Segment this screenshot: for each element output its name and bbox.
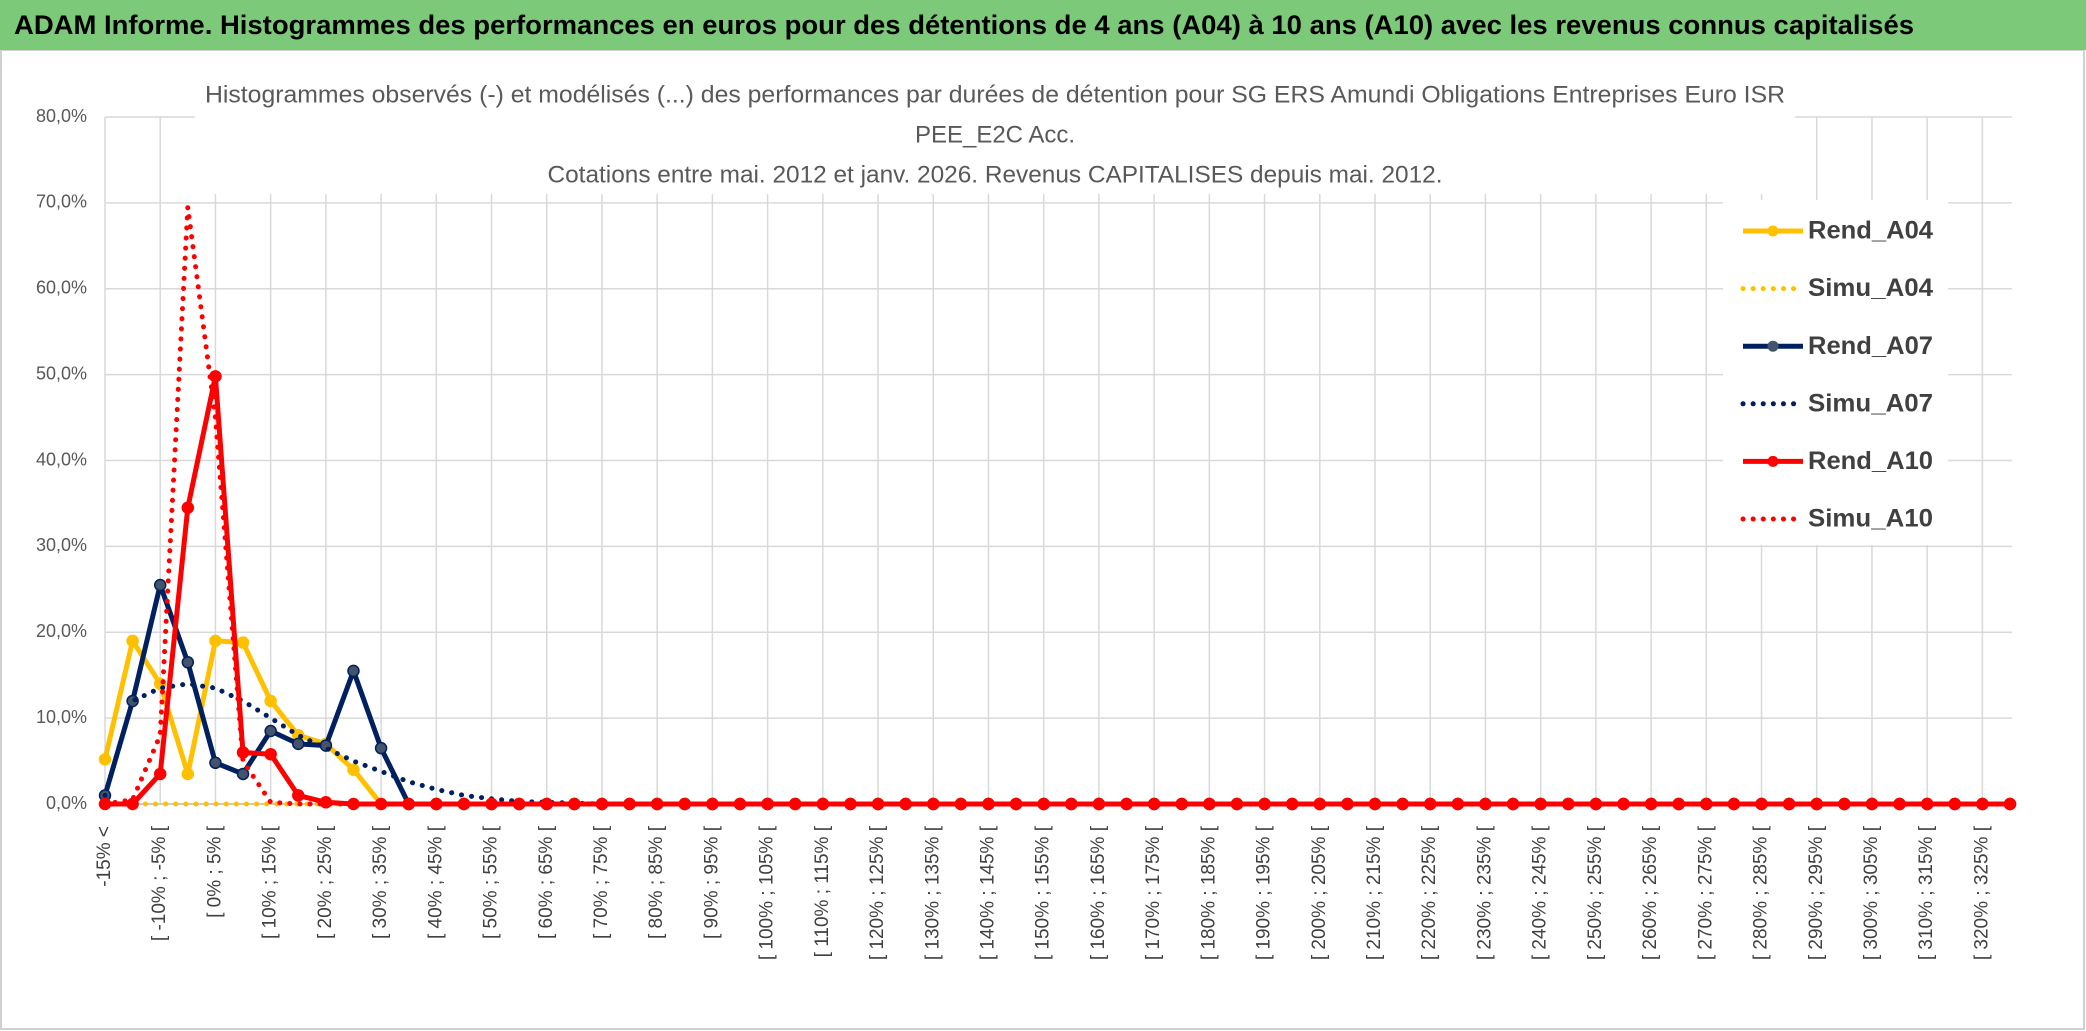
marker bbox=[264, 694, 277, 708]
header-title: ADAM Informe. Histogrammes des performan… bbox=[14, 10, 1914, 40]
x-tick-label: [ 150% ; 155% [ bbox=[1033, 825, 1054, 960]
x-tick-label: [ 180% ; 185% [ bbox=[1198, 825, 1219, 960]
marker bbox=[181, 501, 195, 514]
x-tick-label: [ 290% ; 295% [ bbox=[1806, 825, 1827, 960]
title-background bbox=[195, 78, 1795, 194]
x-tick-label: [ 120% ; 125% [ bbox=[867, 825, 888, 960]
x-tick-label: [ 70% ; 75% [ bbox=[591, 825, 612, 939]
marker bbox=[98, 753, 112, 766]
x-tick-label: -15% < bbox=[94, 826, 115, 887]
series-line bbox=[102, 204, 2013, 807]
x-tick-label: [ 220% ; 225% [ bbox=[1419, 825, 1440, 960]
marker bbox=[264, 724, 277, 738]
x-tick-label: [ 210% ; 215% [ bbox=[1364, 825, 1385, 960]
x-tick-label: [ 270% ; 275% [ bbox=[1695, 825, 1716, 960]
marker bbox=[181, 656, 195, 669]
x-tick-label: [ 50% ; 55% [ bbox=[481, 825, 502, 939]
x-tick-label: [ 90% ; 95% [ bbox=[701, 825, 722, 939]
marker bbox=[153, 578, 167, 592]
marker bbox=[347, 664, 360, 678]
x-tick-label: [ 80% ; 85% [ bbox=[646, 825, 667, 939]
marker bbox=[209, 756, 222, 770]
marker bbox=[126, 634, 139, 648]
x-tick-label: [ 10% ; 15% [ bbox=[260, 825, 281, 939]
marker bbox=[236, 636, 250, 649]
marker bbox=[292, 789, 305, 802]
marker bbox=[126, 797, 139, 811]
legend-label: Simu_A07 bbox=[1808, 389, 1933, 417]
chart-title: PEE_E2C Acc. bbox=[915, 121, 1075, 148]
x-tick-label: [ 0% ; 5% [ bbox=[204, 825, 225, 918]
header-bar bbox=[0, 0, 2086, 50]
x-tick-label: [ 230% ; 235% [ bbox=[1474, 825, 1495, 960]
x-tick-label: [ 190% ; 195% [ bbox=[1254, 825, 1275, 960]
y-tick-label: 70,0% bbox=[36, 192, 87, 212]
legend-background bbox=[1723, 200, 1948, 545]
marker bbox=[181, 767, 195, 781]
marker bbox=[209, 634, 222, 648]
x-tick-label: [ 310% ; 315% [ bbox=[1916, 825, 1937, 960]
legend-marker bbox=[1767, 455, 1779, 467]
x-tick-label: [ 240% ; 245% [ bbox=[1530, 825, 1551, 960]
chart-title: Histogrammes observés (-) et modélisés (… bbox=[205, 81, 1785, 108]
x-tick-label: [ 300% ; 305% [ bbox=[1861, 825, 1882, 960]
y-tick-label: 80,0% bbox=[36, 106, 87, 126]
legend-label: Simu_A10 bbox=[1808, 505, 1933, 533]
x-tick-label: [ 320% ; 325% [ bbox=[1971, 825, 1992, 960]
x-tick-label: [ 100% ; 105% [ bbox=[757, 825, 778, 960]
marker bbox=[264, 747, 277, 761]
y-tick-label: 60,0% bbox=[36, 278, 87, 298]
legend-marker bbox=[1767, 340, 1779, 352]
x-tick-label: [ 250% ; 255% [ bbox=[1585, 825, 1606, 960]
y-tick-label: 50,0% bbox=[36, 363, 87, 383]
y-tick-label: 40,0% bbox=[36, 449, 87, 469]
x-tick-label: [ 170% ; 175% [ bbox=[1143, 825, 1164, 960]
x-tick-label: [ 110% ; 115% [ bbox=[812, 825, 833, 957]
x-tick-label: [ 200% ; 205% [ bbox=[1309, 825, 1330, 960]
chart-title: Cotations entre mai. 2012 et janv. 2026.… bbox=[548, 161, 1443, 188]
marker bbox=[236, 767, 250, 781]
x-tick-label: [ 40% ; 45% [ bbox=[425, 825, 446, 939]
x-tick-label: [ 280% ; 285% [ bbox=[1751, 825, 1772, 960]
legend-label: Simu_A04 bbox=[1808, 274, 1933, 302]
x-tick-label: [ 20% ; 25% [ bbox=[315, 825, 336, 939]
marker bbox=[374, 741, 388, 755]
x-tick-label: [ 60% ; 65% [ bbox=[536, 825, 557, 939]
y-tick-label: 0,0% bbox=[46, 793, 87, 813]
x-tick-label: [ 160% ; 165% [ bbox=[1088, 825, 1109, 960]
marker bbox=[292, 737, 305, 751]
y-tick-label: 30,0% bbox=[36, 535, 87, 555]
x-tick-label: [ 130% ; 135% [ bbox=[922, 825, 943, 960]
marker bbox=[153, 767, 167, 781]
x-tick-label: [ 140% ; 145% [ bbox=[977, 825, 998, 960]
y-tick-label: 10,0% bbox=[36, 707, 87, 727]
legend-label: Rend_A07 bbox=[1808, 332, 1933, 360]
legend-label: Rend_A04 bbox=[1808, 217, 1933, 245]
x-tick-label: [ 30% ; 35% [ bbox=[370, 825, 391, 939]
y-tick-label: 20,0% bbox=[36, 621, 87, 641]
legend-marker bbox=[1767, 225, 1779, 237]
marker bbox=[347, 763, 360, 776]
legend-label: Rend_A10 bbox=[1808, 447, 1933, 475]
x-tick-label: [ -10% ; -5% [ bbox=[149, 825, 170, 941]
x-tick-label: [ 260% ; 265% [ bbox=[1640, 825, 1661, 960]
